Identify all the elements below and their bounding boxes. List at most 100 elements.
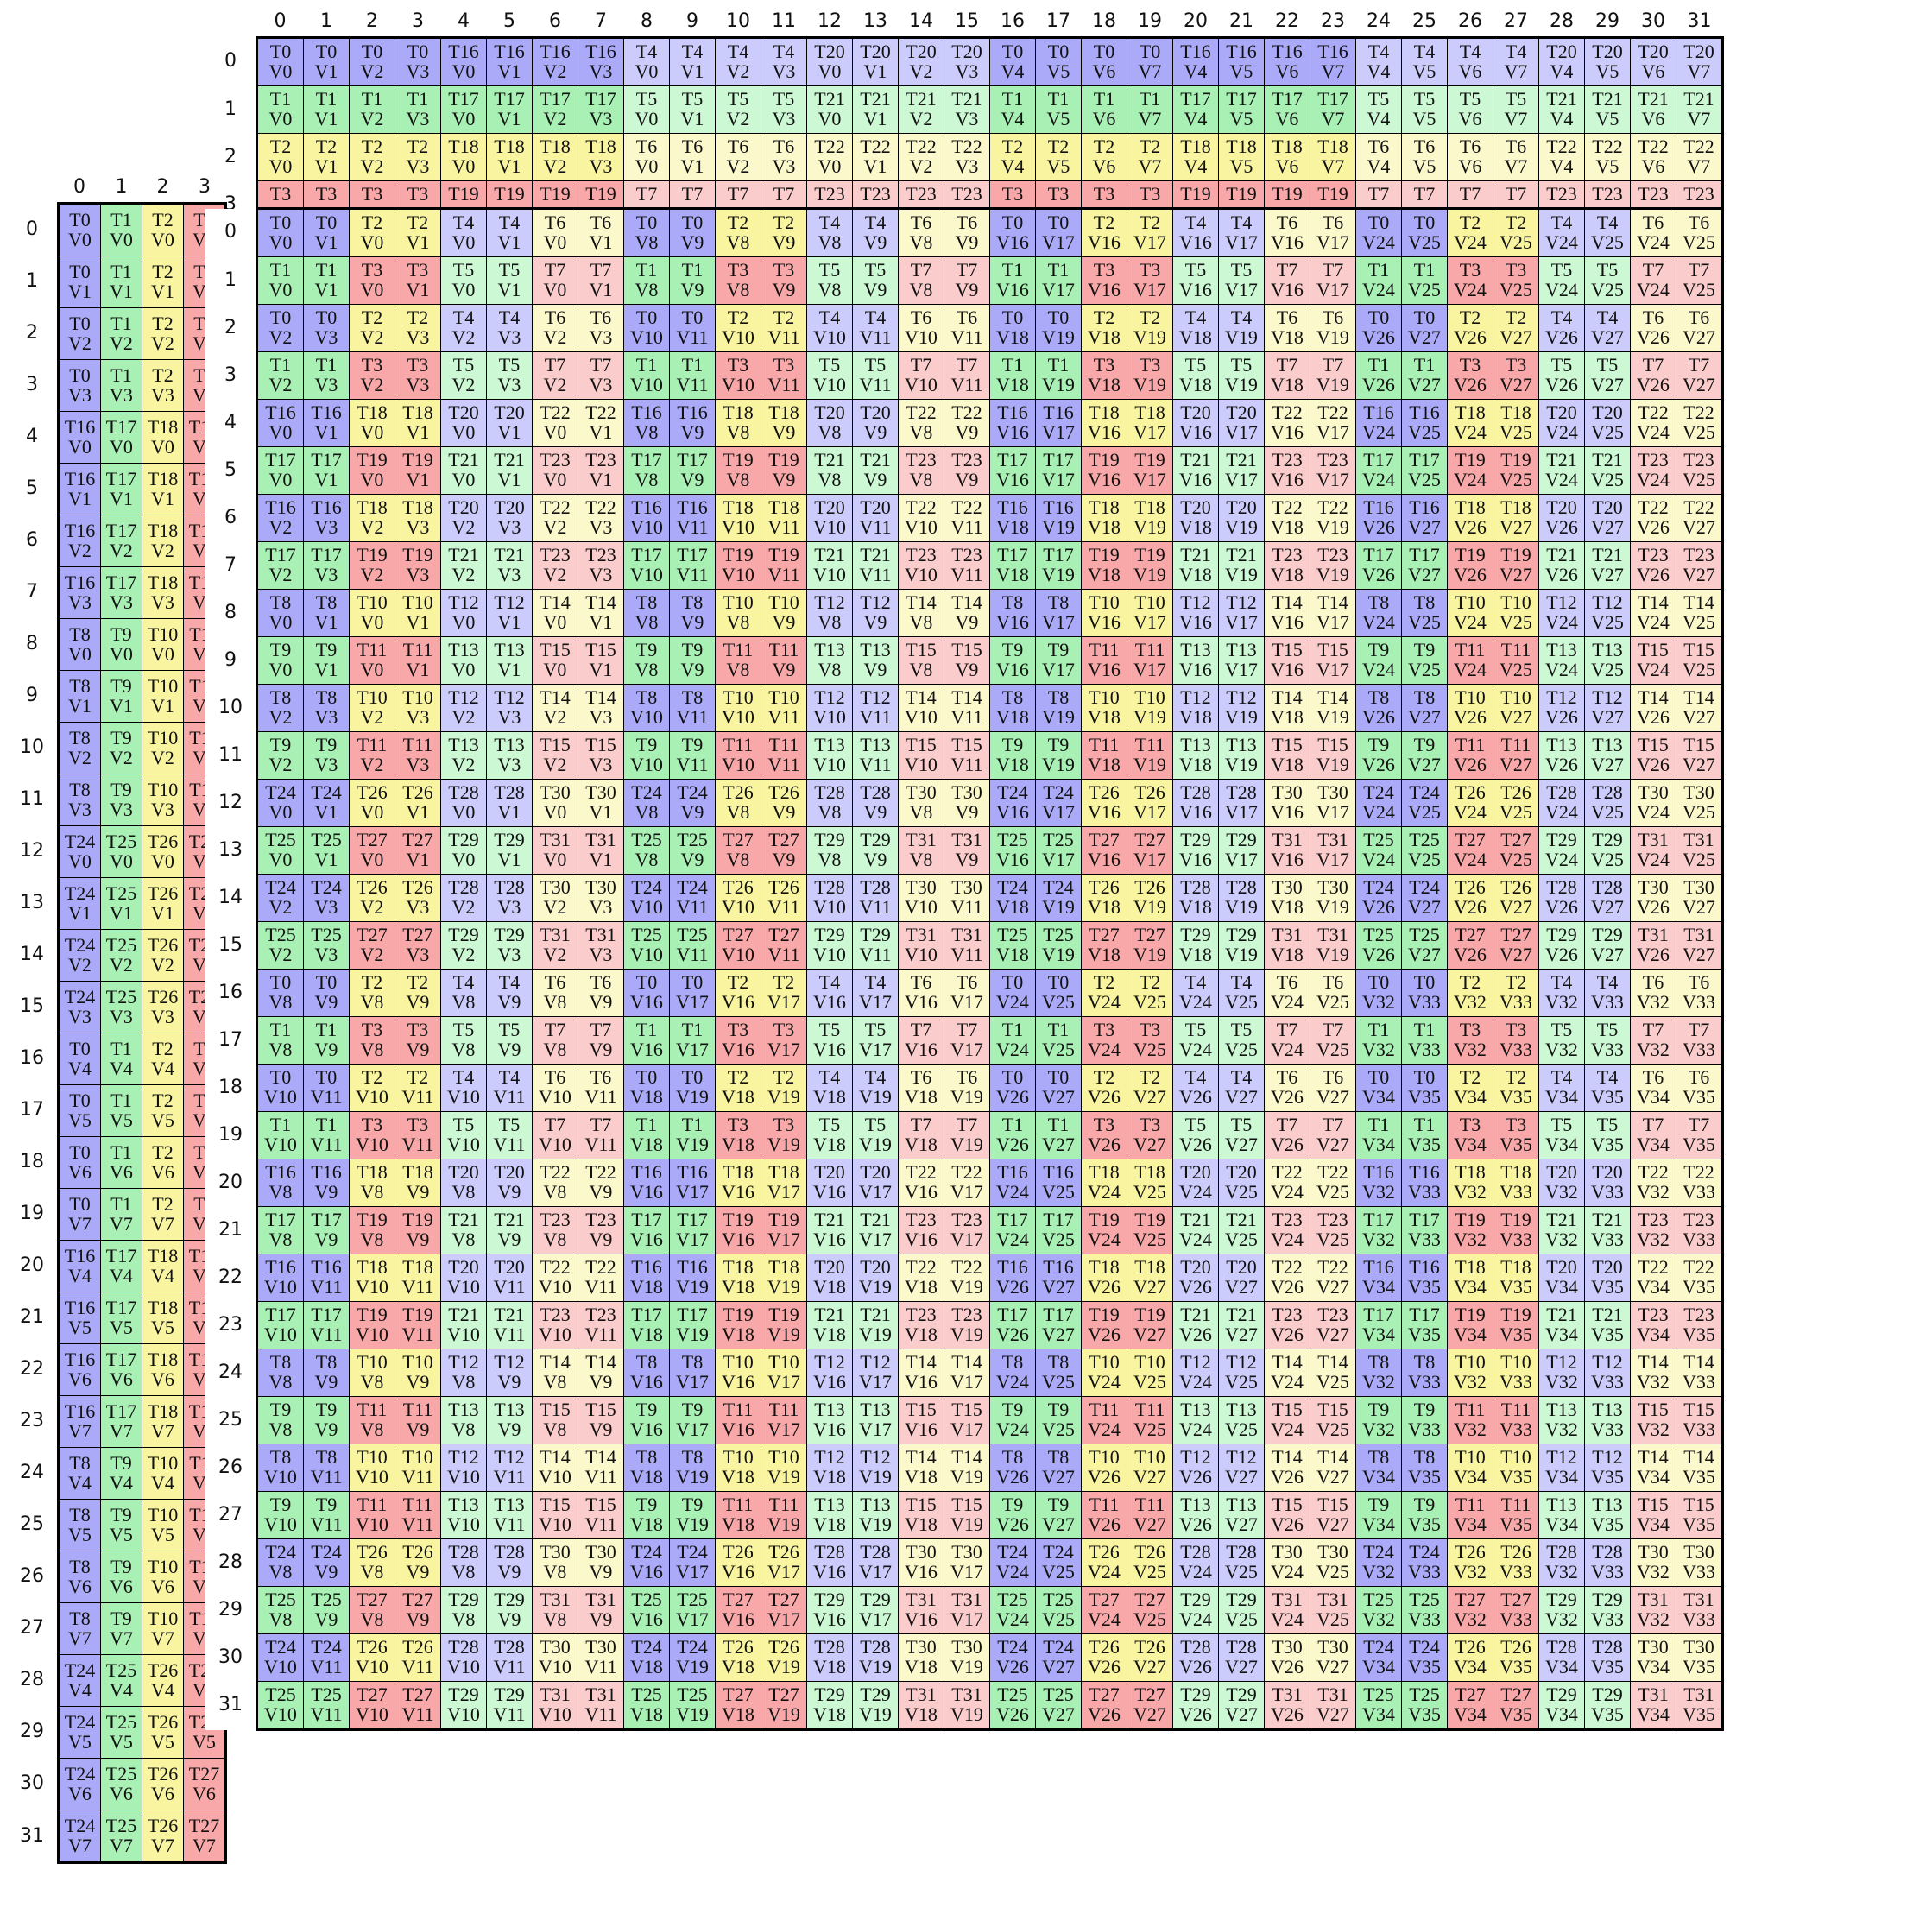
cell-value-label: V0 (543, 279, 567, 300)
cell-thread-label: T1 (1093, 88, 1115, 111)
left-table-row: 23 T16 V7 T17 V7 T18 V7 T19 V7 (7, 1395, 227, 1448)
cell-value-label: V18 (1179, 754, 1212, 775)
cell-thread-label: T16 (997, 1161, 1028, 1184)
cell-thread-label: T22 (1683, 496, 1714, 519)
cell-thread-label: T3 (1139, 1114, 1161, 1136)
cell-value-label: V9 (955, 279, 979, 300)
grid-cell: T31 V24 (1630, 826, 1676, 875)
cell-thread-label: T22 (540, 496, 571, 519)
cell-value-label: V1 (314, 231, 338, 253)
grid-cell: T31 V25 (1676, 826, 1724, 875)
grid-cell: T31 V2 (532, 921, 578, 970)
grid-cell: T17 V3 (100, 566, 142, 619)
cell-value-label: V2 (726, 60, 750, 82)
cell-thread-label: T4 (818, 306, 841, 329)
grid-cell: T13 V32 (1538, 1396, 1585, 1444)
cell-thread-label: T18 (402, 496, 433, 519)
cell-thread-label: T20 (1592, 1256, 1623, 1279)
grid-cell: T18 V25 (1127, 1159, 1173, 1207)
cell-value-label: V5 (1229, 108, 1253, 130)
grid-cell: T16 V3 (303, 494, 350, 542)
grid-cell: T16 V26 (989, 1254, 1036, 1302)
cell-thread-label: T25 (1363, 829, 1394, 851)
grid-cell: T11 V18 (1081, 731, 1127, 780)
cell-value-label: V16 (1271, 849, 1304, 870)
cell-value-label: V9 (406, 1181, 430, 1203)
grid-cell: T24 V1 (303, 779, 350, 827)
grid-cell: T28 V19 (1218, 874, 1265, 922)
grid-cell: T24 V7 (57, 1810, 101, 1864)
cell-thread-label: T8 (1367, 686, 1390, 709)
left-row-header-2: 2 (7, 307, 59, 360)
grid-cell: T5 V27 (1584, 351, 1631, 400)
cell-value-label: V10 (722, 944, 754, 965)
grid-cell: T5 V4 (1355, 85, 1402, 134)
grid-cell: T3 V10 (349, 1111, 395, 1159)
left-row-header-3: 3 (7, 359, 59, 412)
cell-value-label: V7 (1504, 155, 1528, 177)
grid-cell: T21 V9 (852, 446, 899, 495)
grid-cell: T20 V8 (440, 1159, 487, 1207)
cell-thread-label: T13 (814, 1494, 845, 1516)
cell-value-label: V26 (996, 1086, 1029, 1108)
cell-value-label: V19 (859, 1134, 892, 1155)
grid-cell: T22 V16 (1264, 399, 1310, 447)
cell-thread-label: T17 (1317, 88, 1348, 111)
cell-thread-label: T9 (269, 734, 292, 756)
grid-cell: T12 V33 (1584, 1349, 1631, 1397)
cell-value-label: V34 (1454, 1703, 1487, 1725)
grid-cell: T5 V2 (715, 85, 761, 134)
cell-value-label: V17 (767, 1561, 800, 1583)
cell-thread-label: T21 (448, 544, 479, 566)
cell-value-label: V1 (497, 60, 521, 82)
top-col-header-19: 19 (1127, 7, 1173, 38)
top-col-header-25: 25 (1401, 7, 1448, 38)
cell-thread-label: T17 (311, 544, 342, 566)
cell-value-label: V25 (1225, 1608, 1258, 1630)
grid-cell: T31 V8 (532, 1586, 578, 1634)
cell-thread-label: T20 (1683, 41, 1714, 63)
cell-thread-label: T29 (448, 1589, 479, 1611)
cell-thread-label: T26 (402, 876, 433, 899)
grid-cell: T4 V16 (806, 969, 853, 1017)
cell-thread-label: T18 (1134, 401, 1165, 424)
cell-thread-label: T13 (1592, 1399, 1623, 1421)
cell-thread-label: T16 (265, 401, 296, 424)
cell-thread-label: T2 (269, 136, 292, 158)
grid-cell: T1 V18 (989, 351, 1036, 400)
grid-cell: T2 V25 (1127, 969, 1173, 1017)
cell-thread-label: T28 (1592, 876, 1623, 899)
cell-thread-label: T30 (1638, 876, 1669, 899)
cell-thread-label: T8 (69, 622, 91, 645)
main-row-header-9: 9 (205, 636, 257, 685)
cell-value-label: V26 (1088, 1466, 1121, 1488)
grid-cell: T4 V7 (1493, 36, 1539, 86)
cell-value-label: V27 (1683, 564, 1715, 585)
grid-cell: T11 V10 (715, 731, 761, 780)
cell-thread-label: T12 (494, 591, 525, 614)
grid-cell: T16 V2 (532, 36, 578, 86)
cell-value-label: V8 (360, 1371, 384, 1393)
grid-cell: T28 V9 (486, 1538, 533, 1587)
cell-thread-label: T11 (402, 734, 433, 756)
cell-thread-label: T4 (1596, 1066, 1619, 1089)
grid-cell: T1 V10 (256, 1111, 304, 1159)
grid-cell: T6 V3 (578, 304, 624, 352)
cell-thread-label: T20 (860, 401, 891, 424)
grid-cell: T31 V18 (1264, 921, 1310, 970)
cell-value-label: V10 (722, 706, 754, 728)
grid-cell: T5 V27 (1218, 1111, 1265, 1159)
cell-thread-label: T17 (311, 1304, 342, 1326)
grid-cell: T1 V2 (100, 307, 142, 360)
cell-value-label: V16 (813, 1039, 846, 1060)
grid-cell: T28 V19 (852, 1633, 899, 1682)
cell-value-label: V8 (543, 991, 567, 1013)
cell-thread-label: T13 (1226, 639, 1257, 661)
grid-cell: T22 V8 (898, 399, 944, 447)
grid-cell: T18 V24 (1081, 1159, 1127, 1207)
cell-thread-label: T15 (540, 639, 571, 661)
cell-thread-label: T17 (105, 467, 137, 490)
cell-value-label: V8 (726, 279, 750, 300)
cell-value-label: V24 (1179, 1561, 1212, 1583)
cell-value-label: V34 (1637, 1276, 1670, 1298)
